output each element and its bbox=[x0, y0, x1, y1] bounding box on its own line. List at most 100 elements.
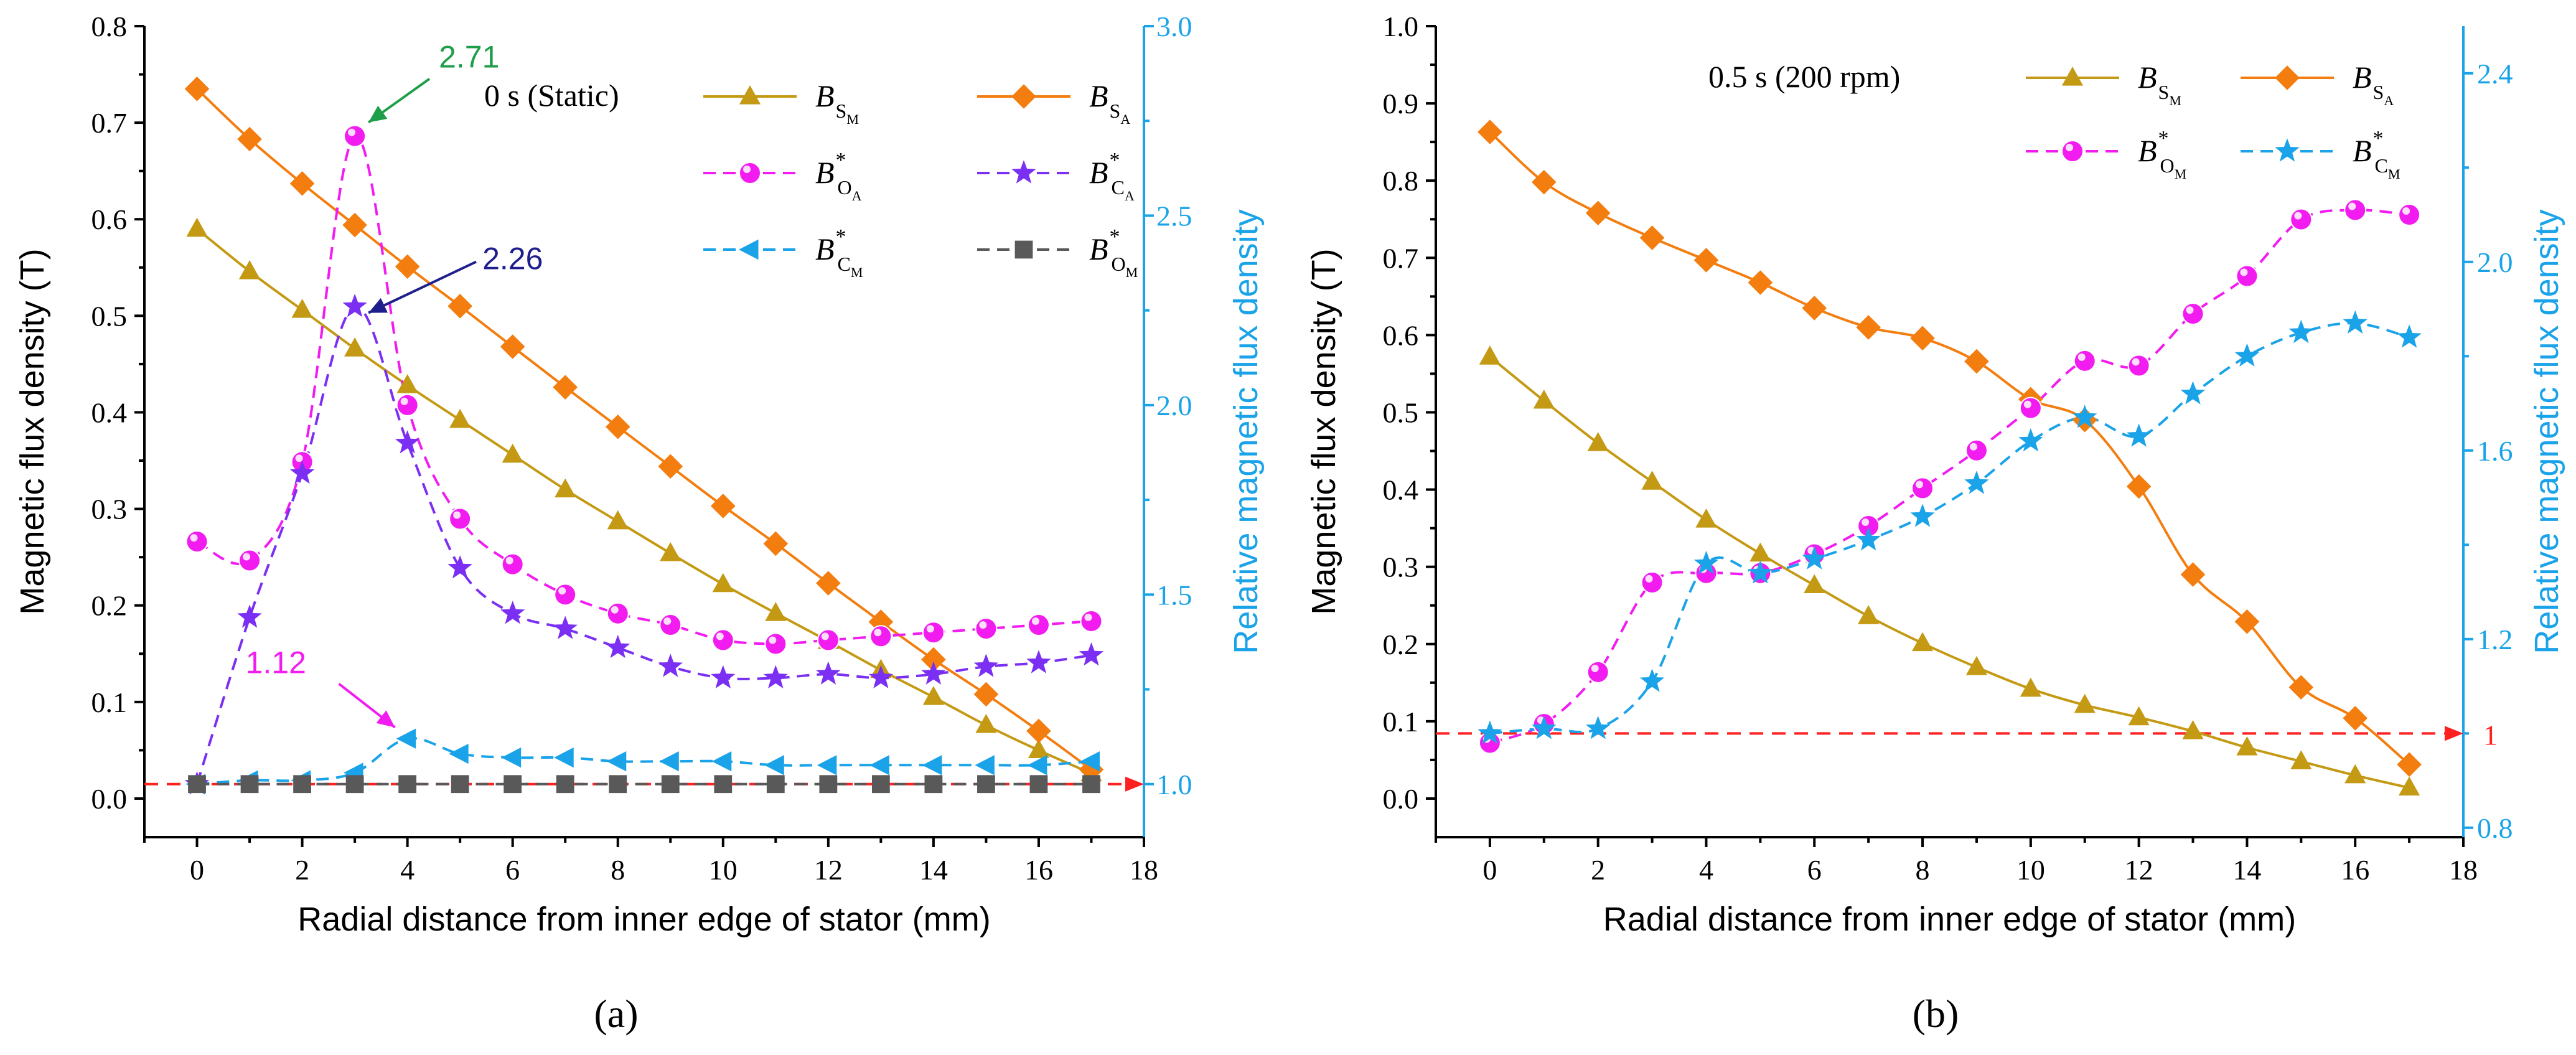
data-point-B_SA bbox=[1964, 349, 1989, 374]
data-point-B*_CM bbox=[606, 751, 627, 772]
data-point-B_SA bbox=[1026, 718, 1051, 744]
data-point-B_SM bbox=[607, 510, 629, 530]
data-point-B_SM bbox=[449, 408, 471, 428]
series-line-B_SA bbox=[1489, 131, 2410, 766]
data-point-B*_OA bbox=[975, 617, 998, 640]
data-point-B_SM bbox=[555, 478, 576, 498]
y2-tick-label: 1.6 bbox=[2477, 435, 2513, 467]
data-point-B_SM bbox=[975, 714, 997, 733]
legend-label-3: B* CA bbox=[1089, 149, 1135, 204]
data-point-B*_OM bbox=[766, 775, 785, 794]
y-axis-label: Magnetic flux density (T) bbox=[1305, 248, 1342, 614]
data-point-B*_CA bbox=[711, 665, 736, 688]
data-point-B_SA bbox=[342, 212, 367, 238]
annotation-arrowhead bbox=[376, 710, 395, 728]
data-point-B*_OA bbox=[396, 393, 419, 416]
data-point-B_SM bbox=[2182, 720, 2204, 739]
data-point-B*_OM bbox=[977, 775, 995, 794]
data-point-B*_OM bbox=[871, 775, 890, 794]
legend-marker-B_SA bbox=[2275, 65, 2300, 90]
x-tick-label: 2 bbox=[295, 854, 309, 886]
data-point-B_SM bbox=[2344, 764, 2366, 784]
annotation-label: 2.26 bbox=[482, 241, 543, 276]
data-point-B*_CM bbox=[2397, 324, 2422, 348]
data-point-B*_OM bbox=[1029, 775, 1048, 794]
data-point-B*_OM bbox=[240, 775, 259, 794]
data-point-B*_CA bbox=[606, 634, 630, 659]
data-point-B*_OA bbox=[659, 614, 682, 637]
x-tick-label: 18 bbox=[2449, 854, 2478, 886]
y-tick-label: 0.4 bbox=[91, 396, 128, 428]
data-point-B_SA bbox=[184, 77, 210, 101]
data-point-B*_CM bbox=[1639, 668, 1665, 692]
data-point-B*_CA bbox=[973, 654, 999, 677]
y2-axis-label: Relative magnetic flux density bbox=[2528, 209, 2565, 654]
y2-tick-label: 1.5 bbox=[1156, 579, 1192, 611]
series-line-B_SM bbox=[196, 228, 1092, 775]
data-point-B*_OM bbox=[345, 775, 364, 794]
series-line-B*_OA bbox=[196, 134, 1092, 645]
data-point-B*_OM bbox=[293, 775, 311, 794]
data-point-B_SA bbox=[921, 647, 946, 672]
data-point-B*_CM bbox=[2126, 423, 2152, 447]
y-tick-label: 0.9 bbox=[1383, 88, 1419, 120]
y-tick-label: 0.0 bbox=[1383, 783, 1419, 815]
data-point-B_SA bbox=[2343, 706, 2368, 731]
data-point-B*_CM bbox=[396, 728, 416, 749]
data-point-B*_CM bbox=[1856, 527, 1881, 551]
data-point-B_SA bbox=[1910, 326, 1935, 351]
x-tick-label: 6 bbox=[1807, 854, 1822, 886]
legend-marker-B*_OM bbox=[1014, 240, 1033, 259]
data-point-B*_CM bbox=[711, 751, 732, 772]
y2-tick-label: 2.0 bbox=[1156, 390, 1192, 421]
data-point-B*_OM bbox=[1641, 571, 1664, 594]
x-tick-label: 4 bbox=[1699, 854, 1713, 886]
data-point-B*_CM bbox=[869, 755, 889, 776]
legend-marker-B*_CM bbox=[2275, 138, 2300, 162]
y-tick-label: 0.2 bbox=[1383, 629, 1419, 660]
data-point-B_SM bbox=[291, 299, 313, 318]
data-point-B*_OM bbox=[1857, 515, 1880, 538]
data-point-B_SA bbox=[2180, 562, 2206, 587]
legend-label-0: BSM bbox=[2138, 60, 2181, 108]
y-tick-label: 0.8 bbox=[1383, 165, 1419, 197]
legend-marker-B*_OA bbox=[739, 162, 761, 184]
data-point-B*_CM bbox=[817, 755, 837, 776]
data-point-B_SA bbox=[1856, 315, 1881, 340]
data-point-B_SM bbox=[1479, 345, 1501, 365]
data-point-B*_OM bbox=[503, 775, 522, 794]
data-point-B*_CM bbox=[2073, 405, 2097, 428]
data-point-B*_CA bbox=[868, 665, 894, 688]
legend-label-3: B* CM bbox=[2353, 127, 2400, 182]
data-point-B*_OA bbox=[238, 549, 261, 572]
y2-tick-label: 0.8 bbox=[2477, 812, 2513, 844]
data-point-B*_OM bbox=[2344, 199, 2367, 222]
data-point-B_SA bbox=[816, 571, 841, 596]
x-tick-label: 2 bbox=[1591, 854, 1605, 886]
data-point-B_SM bbox=[1749, 542, 1771, 562]
data-point-B*_CM bbox=[2180, 381, 2206, 405]
data-point-B_SM bbox=[2236, 736, 2258, 756]
y-tick-label: 0.1 bbox=[91, 687, 128, 718]
data-point-B*_CA bbox=[342, 293, 367, 317]
data-point-B*_OA bbox=[922, 621, 945, 644]
data-point-B*_OM bbox=[1586, 660, 1609, 683]
y2-tick-label: 2.4 bbox=[2477, 58, 2513, 90]
series-line-B_SA bbox=[196, 88, 1092, 771]
x-tick-label: 16 bbox=[1024, 854, 1053, 886]
y-tick-label: 0.0 bbox=[91, 783, 128, 815]
data-point-B*_OM bbox=[924, 775, 943, 794]
data-point-B_SA bbox=[237, 126, 262, 152]
data-point-B*_CA bbox=[395, 430, 420, 454]
data-point-B_SA bbox=[2234, 609, 2260, 634]
data-point-B*_CM bbox=[554, 747, 574, 768]
data-point-B*_CA bbox=[289, 460, 315, 484]
data-point-B_SA bbox=[1693, 248, 1719, 273]
legend-marker-B_SA bbox=[1011, 84, 1036, 109]
data-point-B_SM bbox=[2020, 677, 2041, 697]
x-tick-label: 4 bbox=[400, 854, 415, 886]
data-point-B_SA bbox=[973, 682, 999, 707]
data-point-B*_CM bbox=[501, 747, 522, 768]
data-point-B*_OM bbox=[2290, 208, 2313, 231]
